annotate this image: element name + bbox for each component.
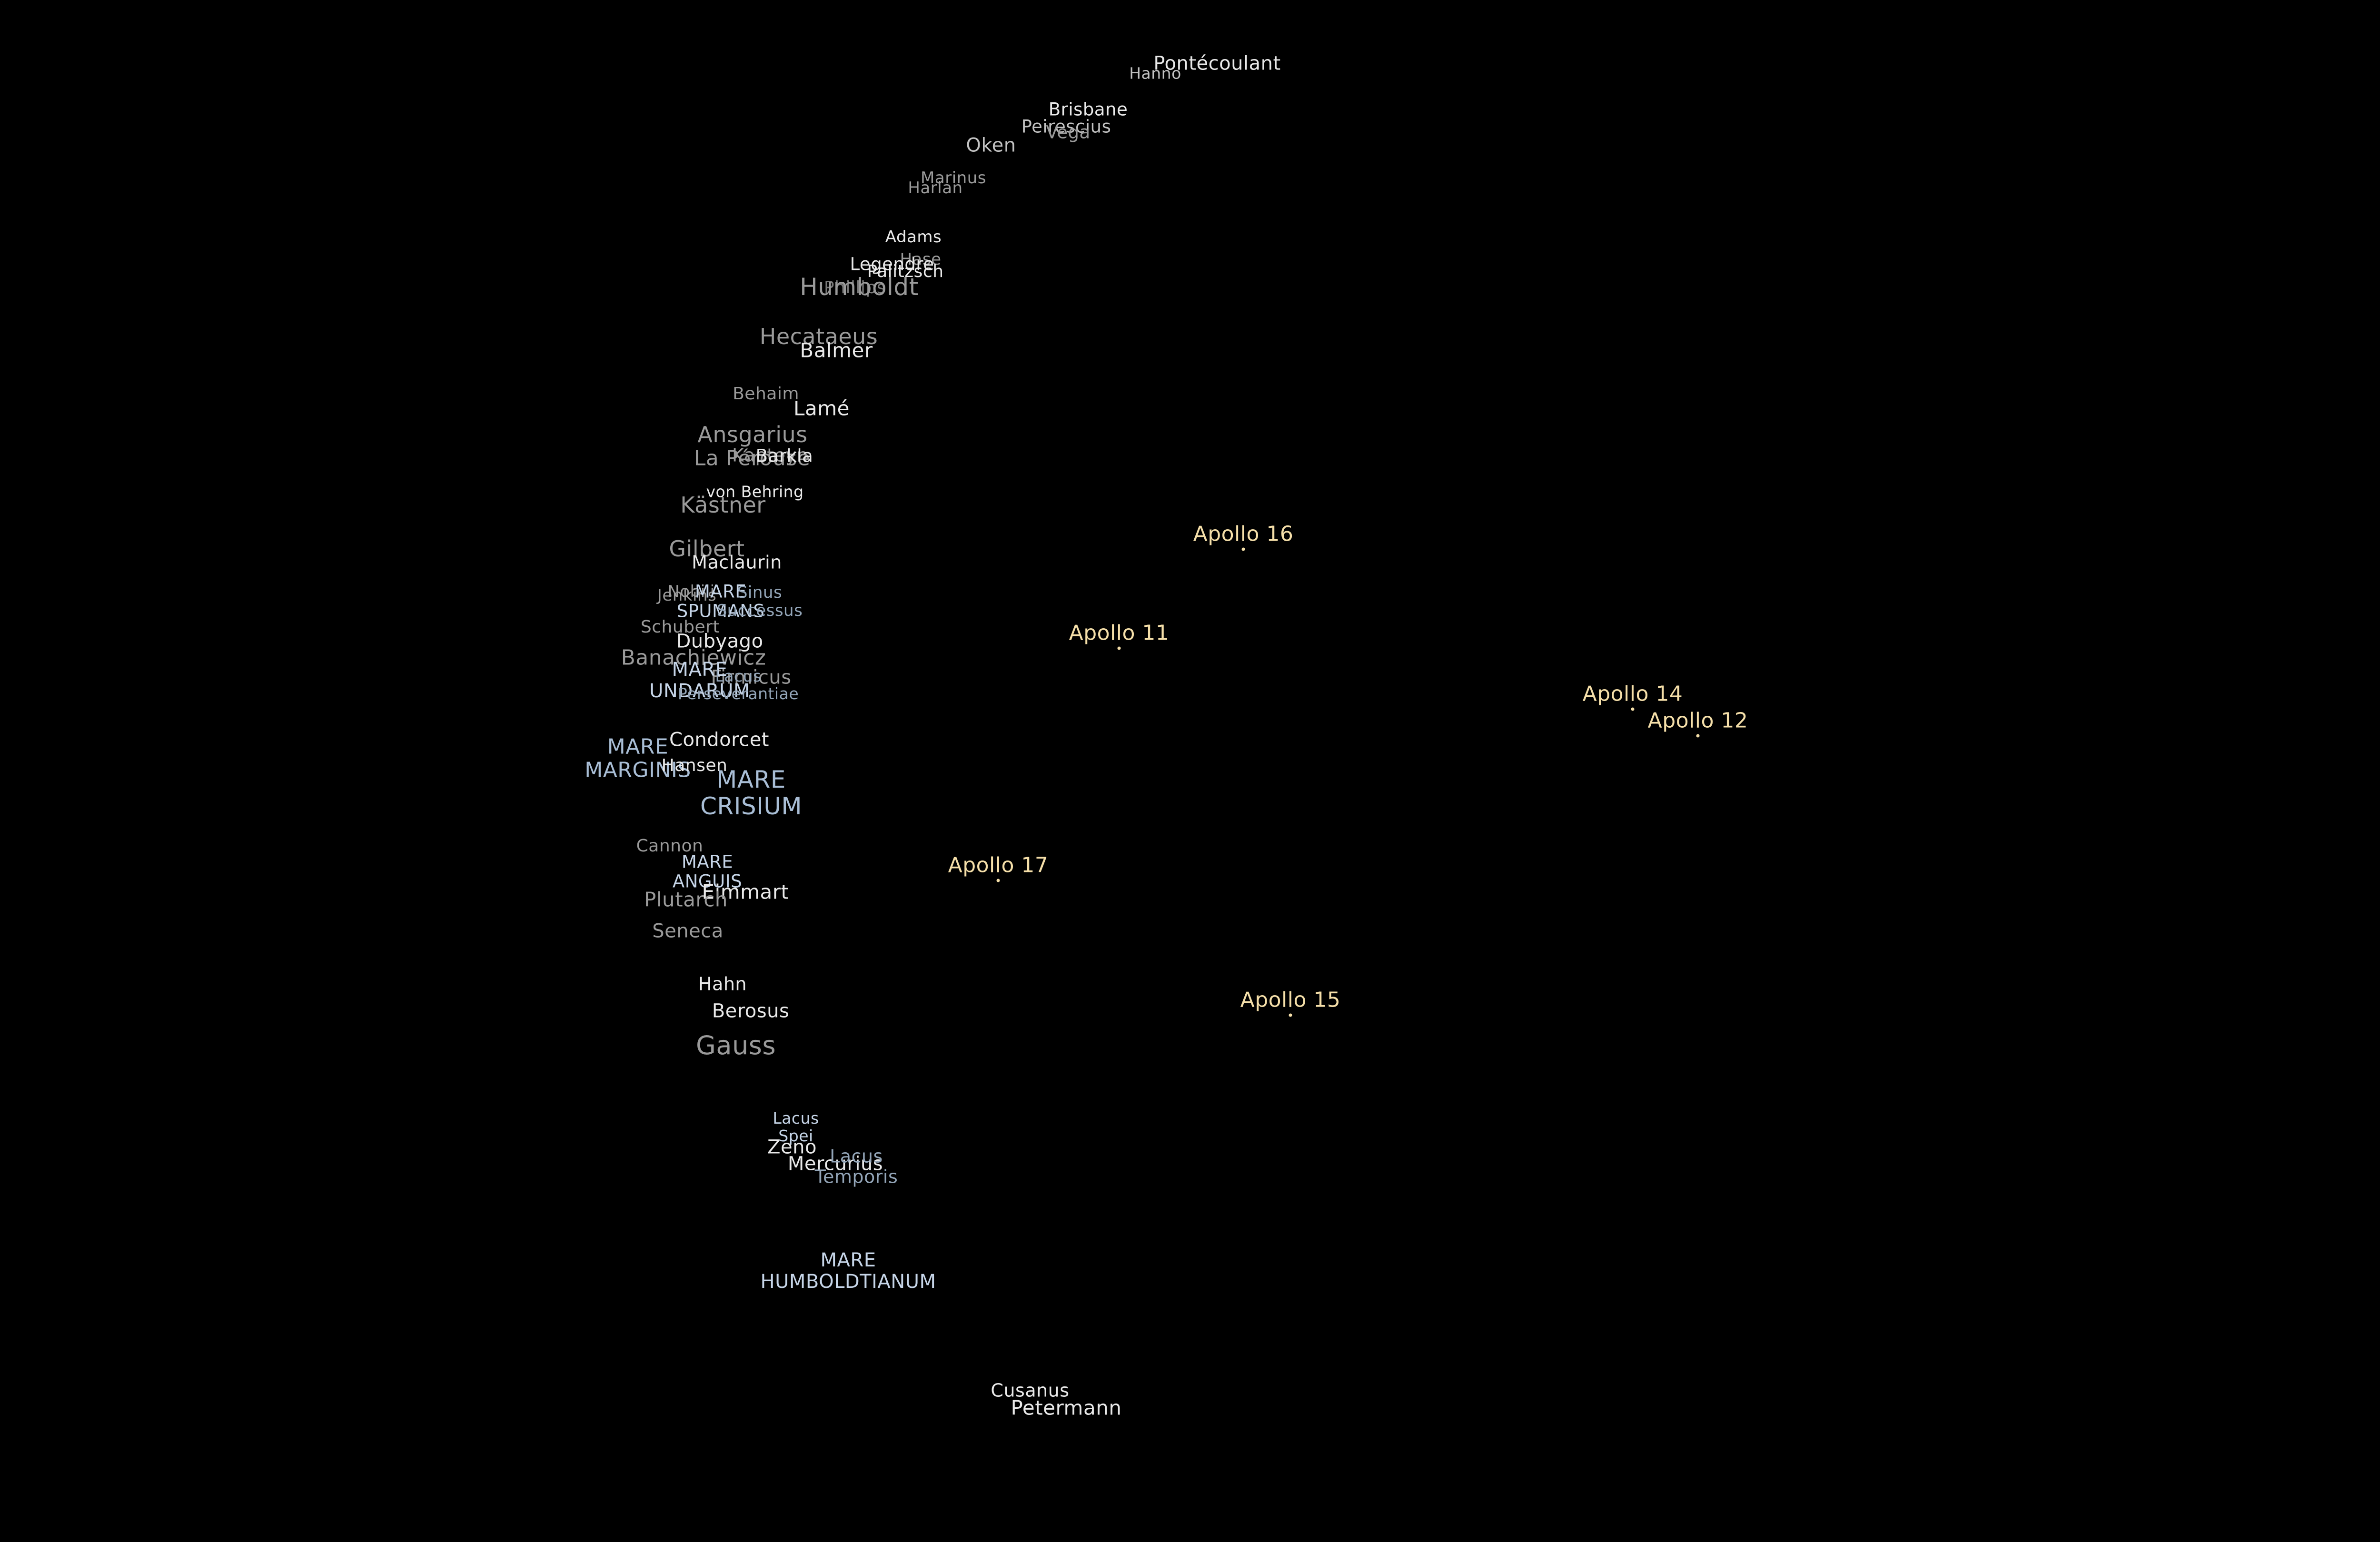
label-banachiewicz[interactable]: Banachiewicz [621, 645, 766, 670]
label-hansen[interactable]: Hansen [661, 755, 728, 775]
label-oken[interactable]: Oken [966, 134, 1016, 157]
label-lacus-perseverantiae[interactable]: Lacus Perseverantiae [677, 667, 799, 703]
label-cannon[interactable]: Cannon [636, 836, 704, 856]
label-mare-humboldtianum[interactable]: MARE HUMBOLDTIANUM [760, 1249, 936, 1293]
label-nobili[interactable]: Nobili [667, 582, 715, 601]
label-mare-crisium[interactable]: MARE CRISIUM [700, 766, 803, 820]
label-brisbane[interactable]: Brisbane [1048, 99, 1128, 120]
label-pontecoulant[interactable]: Pontécoulant [1153, 52, 1281, 75]
label-mare-spumans[interactable]: MARE SPUMANS [676, 581, 765, 622]
apollo-17-marker[interactable] [996, 879, 1000, 882]
label-hahn[interactable]: Hahn [698, 973, 747, 995]
label-balmer[interactable]: Balmer [800, 338, 873, 362]
label-phillips[interactable]: Phillips [823, 277, 886, 297]
label-maclaurin[interactable]: Maclaurin [692, 552, 782, 573]
label-petermann[interactable]: Petermann [1011, 1396, 1122, 1420]
label-apollo-16[interactable]: Apollo 16 [1193, 522, 1294, 546]
label-hase[interactable]: Hase [900, 249, 942, 269]
label-gilbert[interactable]: Gilbert [669, 536, 745, 562]
label-kapteyn[interactable]: Kapteyn [732, 445, 809, 466]
label-lacus-spei[interactable]: Lacus Spei [773, 1109, 819, 1145]
label-firmicus[interactable]: Firmicus [711, 666, 792, 689]
label-von-behring[interactable]: von Behring [706, 482, 804, 501]
label-legendre[interactable]: Legendre [850, 254, 934, 275]
apollo-11-marker[interactable] [1117, 646, 1121, 650]
label-gauss[interactable]: Gauss [696, 1030, 776, 1060]
label-behaim[interactable]: Behaim [733, 384, 799, 404]
label-peirescius[interactable]: Peirescius [1021, 116, 1111, 137]
label-hanno[interactable]: Hanno [1129, 64, 1181, 83]
label-schubert[interactable]: Schubert [640, 617, 720, 637]
label-vega[interactable]: Vega [1046, 122, 1091, 143]
label-adams[interactable]: Adams [885, 227, 942, 247]
label-cusanus[interactable]: Cusanus [991, 1380, 1070, 1401]
label-palitzsch[interactable]: Palitzsch [867, 261, 944, 281]
label-eimmart[interactable]: Eimmart [702, 880, 789, 904]
label-marinus[interactable]: Marinus [921, 168, 986, 188]
label-barkla[interactable]: Barkla [755, 445, 813, 466]
label-harlan[interactable]: Harlan [908, 178, 963, 198]
label-mercurius[interactable]: Mercurius [787, 1153, 883, 1175]
apollo-12-marker[interactable] [1696, 734, 1700, 738]
label-zeno[interactable]: Zeno [767, 1136, 817, 1158]
apollo-16-marker[interactable] [1241, 547, 1245, 551]
label-apollo-12[interactable]: Apollo 12 [1647, 708, 1748, 733]
label-humboldt[interactable]: Humboldt [800, 273, 919, 301]
label-lame[interactable]: Lamé [793, 396, 850, 420]
label-berosus[interactable]: Berosus [712, 1000, 790, 1022]
label-seneca[interactable]: Seneca [652, 920, 724, 942]
label-hecataeus[interactable]: Hecataeus [759, 324, 878, 350]
label-mare-undarum[interactable]: MARE UNDARUM [649, 659, 750, 702]
label-apollo-14[interactable]: Apollo 14 [1582, 682, 1683, 706]
label-condorcet[interactable]: Condorcet [669, 729, 769, 751]
label-jenkins[interactable]: Jenkins [657, 585, 717, 605]
label-mare-marginis[interactable]: MARE MARGINIS [585, 734, 691, 782]
label-ansgarius[interactable]: Ansgarius [697, 422, 808, 448]
label-sinus-successus[interactable]: Sinus Successus [716, 583, 803, 620]
label-lacus-temporis[interactable]: Lacus Temporis [814, 1146, 898, 1187]
label-apollo-15[interactable]: Apollo 15 [1240, 988, 1341, 1012]
label-mare-anguis[interactable]: MARE ANGUIS [672, 851, 743, 892]
label-dubyago[interactable]: Dubyago [676, 630, 764, 652]
label-apollo-17[interactable]: Apollo 17 [948, 853, 1049, 878]
apollo-14-marker[interactable] [1631, 707, 1635, 711]
label-kastner[interactable]: Kästner [680, 492, 766, 518]
apollo-15-marker[interactable] [1289, 1013, 1292, 1017]
label-apollo-11[interactable]: Apollo 11 [1069, 621, 1170, 645]
label-la-perouse[interactable]: La Pérouse [694, 446, 811, 471]
label-plutarch[interactable]: Plutarch [644, 888, 728, 911]
